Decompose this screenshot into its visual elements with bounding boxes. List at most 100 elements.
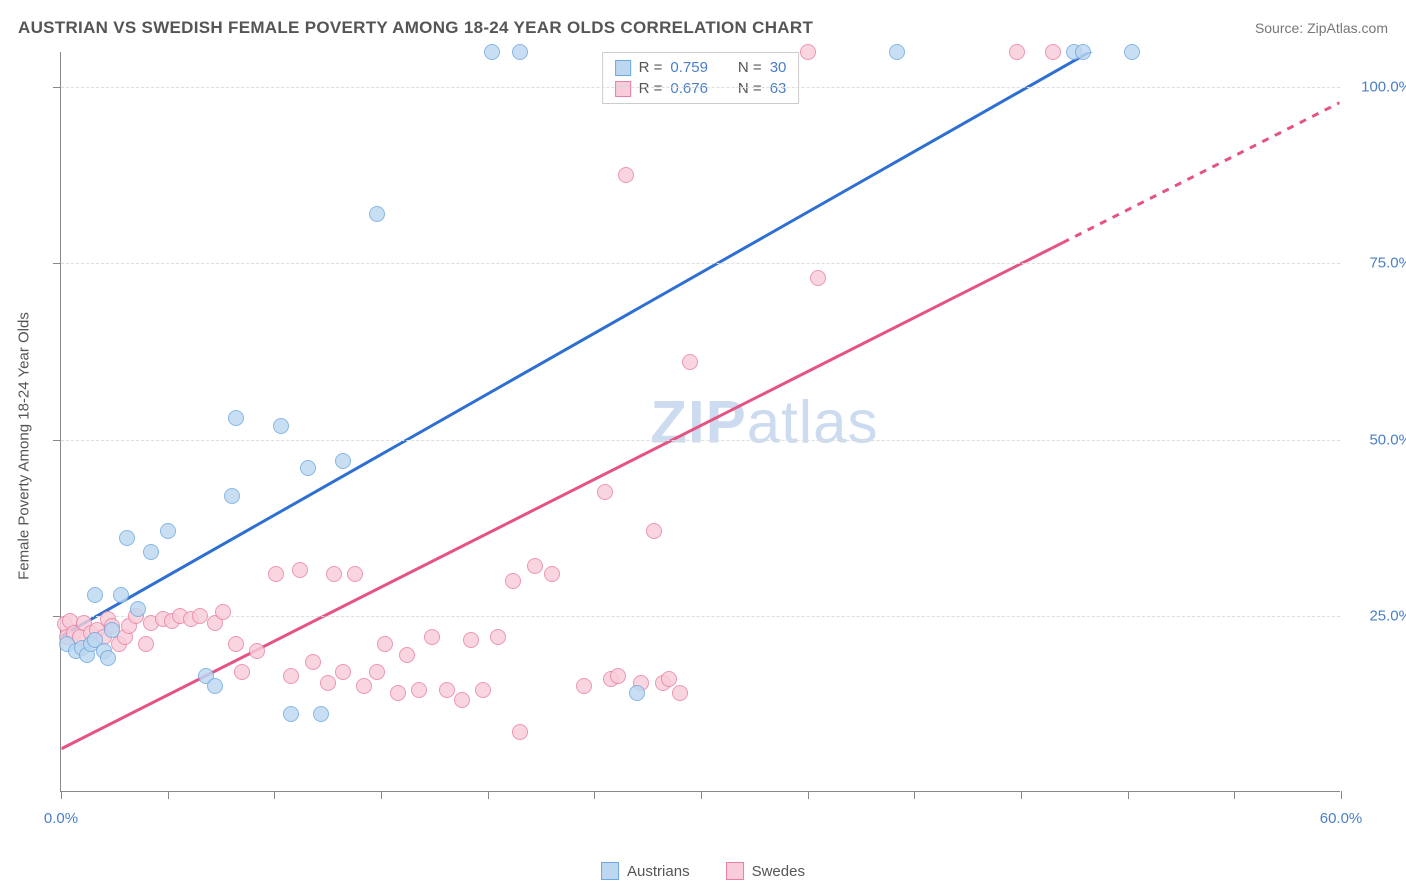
- legend-swatch: [726, 862, 744, 880]
- data-point: [505, 573, 521, 589]
- data-point: [424, 629, 440, 645]
- x-tick: [914, 791, 915, 799]
- data-point: [160, 523, 176, 539]
- data-point: [610, 668, 626, 684]
- data-point: [369, 664, 385, 680]
- data-point: [454, 692, 470, 708]
- x-tick: [1341, 791, 1342, 799]
- data-point: [527, 558, 543, 574]
- data-point: [800, 44, 816, 60]
- data-point: [484, 44, 500, 60]
- x-tick: [488, 791, 489, 799]
- y-tick: [53, 87, 61, 88]
- x-tick-label: 0.0%: [44, 810, 78, 827]
- watermark: ZIPatlas: [650, 387, 878, 456]
- n-value: 63: [770, 80, 787, 97]
- chart-source: Source: ZipAtlas.com: [1255, 20, 1388, 36]
- legend-swatch: [601, 862, 619, 880]
- x-tick: [274, 791, 275, 799]
- x-tick: [61, 791, 62, 799]
- series-legend: Austrians Swedes: [601, 862, 805, 880]
- data-point: [490, 629, 506, 645]
- data-point: [356, 678, 372, 694]
- data-point: [320, 675, 336, 691]
- data-point: [100, 650, 116, 666]
- legend-swatch: [615, 60, 631, 76]
- data-point: [810, 270, 826, 286]
- chart-header: AUSTRIAN VS SWEDISH FEMALE POVERTY AMONG…: [18, 14, 1388, 42]
- data-point: [305, 654, 321, 670]
- data-point: [661, 671, 677, 687]
- data-point: [207, 678, 223, 694]
- data-point: [228, 410, 244, 426]
- data-point: [192, 608, 208, 624]
- legend-item: Austrians: [601, 862, 690, 880]
- data-point: [283, 668, 299, 684]
- data-point: [377, 636, 393, 652]
- data-point: [335, 664, 351, 680]
- y-tick: [53, 440, 61, 441]
- data-point: [224, 488, 240, 504]
- x-tick: [1234, 791, 1235, 799]
- r-value: 0.759: [670, 59, 708, 76]
- x-tick: [1128, 791, 1129, 799]
- correlation-row: R = 0.676 N = 63: [615, 78, 787, 99]
- data-point: [113, 587, 129, 603]
- data-point: [1124, 44, 1140, 60]
- data-point: [512, 724, 528, 740]
- data-point: [249, 643, 265, 659]
- data-point: [629, 685, 645, 701]
- gridline: [61, 616, 1340, 617]
- data-point: [283, 706, 299, 722]
- trend-lines-layer: [61, 52, 1340, 791]
- data-point: [682, 354, 698, 370]
- r-label: R =: [639, 59, 663, 76]
- data-point: [1045, 44, 1061, 60]
- r-label: R =: [639, 80, 663, 97]
- y-tick: [53, 263, 61, 264]
- y-tick-label: 75.0%: [1369, 255, 1406, 272]
- r-value: 0.676: [670, 80, 708, 97]
- data-point: [475, 682, 491, 698]
- data-point: [411, 682, 427, 698]
- legend-swatch: [615, 81, 631, 97]
- y-tick-label: 100.0%: [1361, 79, 1406, 96]
- data-point: [347, 566, 363, 582]
- gridline: [61, 87, 1340, 88]
- data-point: [390, 685, 406, 701]
- correlation-legend: R = 0.759 N = 30 R = 0.676 N = 63: [602, 52, 800, 104]
- n-value: 30: [770, 59, 787, 76]
- data-point: [399, 647, 415, 663]
- data-point: [234, 664, 250, 680]
- data-point: [273, 418, 289, 434]
- data-point: [618, 167, 634, 183]
- data-point: [87, 587, 103, 603]
- data-point: [143, 544, 159, 560]
- data-point: [1009, 44, 1025, 60]
- gridline: [61, 263, 1340, 264]
- legend-item: Swedes: [726, 862, 805, 880]
- x-tick: [381, 791, 382, 799]
- data-point: [104, 622, 120, 638]
- data-point: [889, 44, 905, 60]
- x-tick-label: 60.0%: [1320, 810, 1363, 827]
- x-tick: [701, 791, 702, 799]
- data-point: [597, 484, 613, 500]
- data-point: [544, 566, 560, 582]
- x-tick: [808, 791, 809, 799]
- y-axis-title: Female Poverty Among 18-24 Year Olds: [16, 312, 33, 580]
- data-point: [119, 530, 135, 546]
- data-point: [576, 678, 592, 694]
- data-point: [268, 566, 284, 582]
- data-point: [439, 682, 455, 698]
- data-point: [130, 601, 146, 617]
- x-tick: [1021, 791, 1022, 799]
- correlation-row: R =0.759N =30: [615, 57, 787, 78]
- x-tick: [594, 791, 595, 799]
- data-point: [215, 604, 231, 620]
- trend-line: [1063, 103, 1340, 243]
- data-point: [1075, 44, 1091, 60]
- n-label: N =: [738, 80, 762, 97]
- data-point: [335, 453, 351, 469]
- data-point: [228, 636, 244, 652]
